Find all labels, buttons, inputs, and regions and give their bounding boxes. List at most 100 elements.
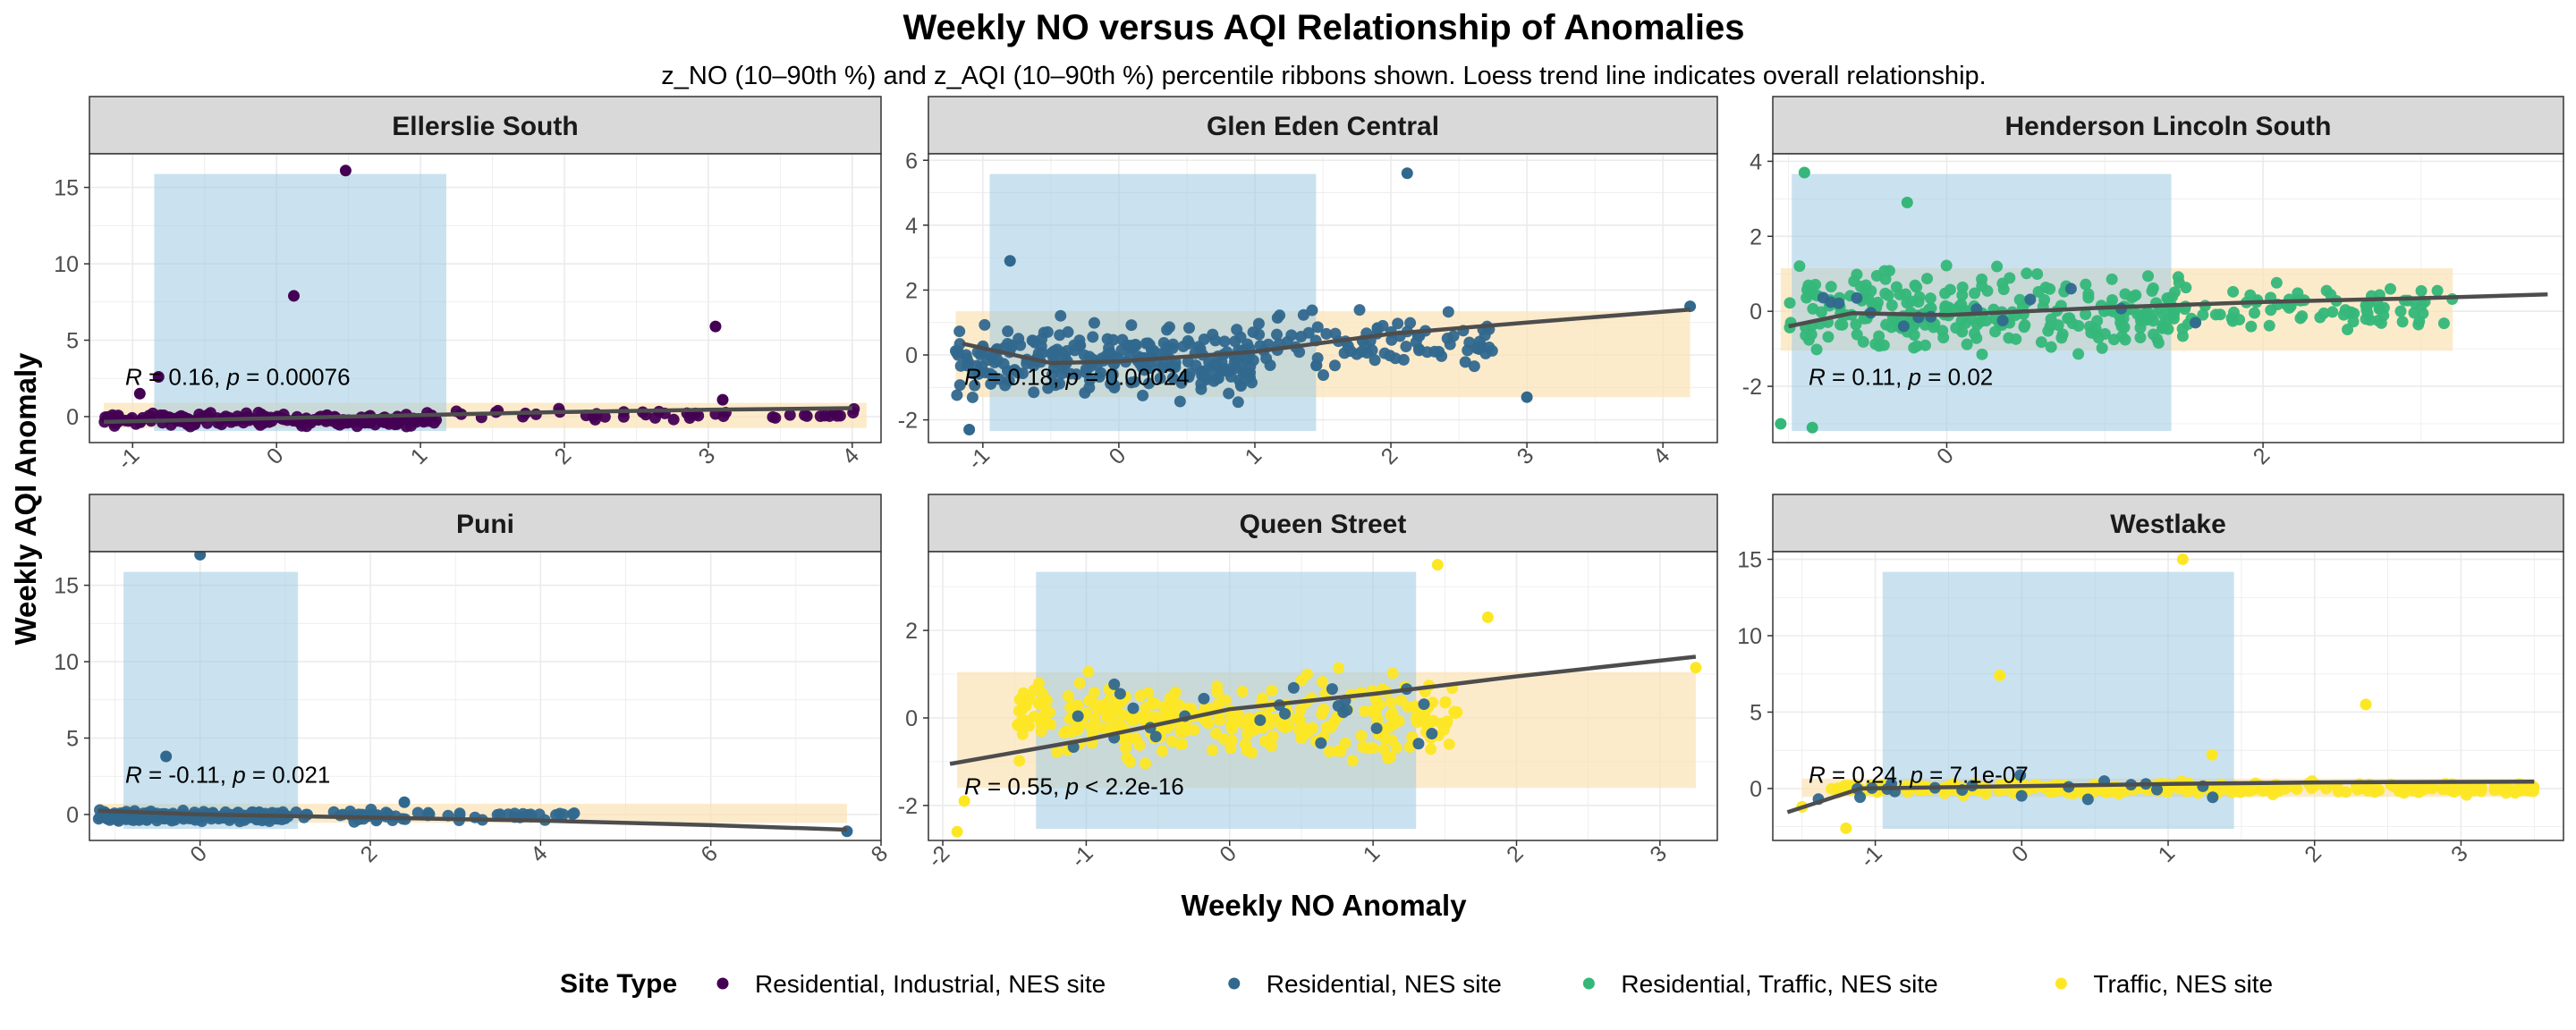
- y-axis-label: Weekly AQI Anomaly: [9, 352, 42, 646]
- loess-trend-line: [949, 654, 1697, 766]
- y-tick-label: 0: [66, 803, 79, 828]
- data-point: [252, 407, 265, 419]
- data-point: [1073, 677, 1086, 689]
- data-point: [1362, 742, 1375, 755]
- data-point: [966, 391, 979, 403]
- data-point: [1049, 379, 1062, 392]
- data-point: [1311, 321, 1324, 333]
- data-point: [1108, 678, 1121, 690]
- data-point: [1976, 280, 1988, 292]
- x-tick-label: 1: [1241, 443, 1267, 469]
- chart-subtitle: z_NO (10–90th %) and z_AQI (10–90th %) p…: [661, 62, 1986, 90]
- data-point: [1091, 703, 1104, 715]
- data-point: [1266, 684, 1278, 697]
- data-point: [2082, 291, 2095, 304]
- data-point: [1054, 329, 1066, 342]
- data-point: [1183, 337, 1196, 350]
- data-point: [1061, 345, 1073, 358]
- data-point: [2372, 315, 2385, 327]
- data-point: [1976, 348, 1988, 360]
- data-point: [1936, 325, 1949, 337]
- data-point: [2385, 283, 2397, 295]
- legend-key: [1582, 977, 1595, 990]
- data-point: [1183, 367, 1196, 380]
- data-point: [2320, 782, 2333, 795]
- data-point: [2294, 312, 2307, 325]
- data-point: [2176, 553, 2189, 566]
- correlation-annotation: R = 0.11, p = 0.02: [1809, 363, 1993, 390]
- data-point: [1415, 708, 1428, 721]
- data-point: [2520, 782, 2532, 795]
- data-point: [1316, 676, 1328, 688]
- data-point: [1104, 347, 1116, 359]
- data-point: [985, 377, 997, 390]
- data-point: [1195, 383, 1208, 395]
- data-point: [1851, 268, 1863, 281]
- data-point: [1901, 297, 1913, 309]
- data-point: [1206, 744, 1218, 756]
- data-point: [1851, 291, 1863, 304]
- x-axis-label: Weekly NO Anomaly: [1181, 889, 1467, 922]
- data-point: [2064, 283, 2077, 295]
- data-point: [1082, 665, 1095, 678]
- data-point: [1013, 755, 1026, 767]
- data-point: [1318, 703, 1330, 715]
- data-point: [2151, 333, 2164, 345]
- x-tick-label: 4: [1648, 443, 1675, 469]
- data-point: [1403, 741, 1416, 754]
- data-point: [1297, 730, 1309, 742]
- x-tick-label: 4: [837, 443, 864, 469]
- data-point: [716, 393, 729, 406]
- data-point: [1196, 369, 1208, 382]
- facet-strip-label: Glen Eden Central: [1207, 112, 1439, 141]
- data-point: [1062, 690, 1074, 703]
- correlation-annotation: R = 0.24, p = 7.1e-07: [1809, 761, 2029, 788]
- data-point: [953, 325, 966, 338]
- x-tick-label: -1: [1066, 840, 1098, 873]
- data-point: [1817, 291, 1829, 304]
- loess-trend-line: [962, 307, 1690, 366]
- facet-strip: [1772, 96, 2564, 155]
- data-point: [1328, 359, 1341, 372]
- data-point: [1970, 332, 1983, 344]
- data-point: [1326, 683, 1338, 696]
- data-point: [2339, 304, 2351, 317]
- data-point: [1442, 306, 1454, 318]
- data-point: [1166, 372, 1179, 384]
- data-point: [1351, 348, 1363, 360]
- data-point: [1402, 700, 1414, 713]
- facet-strip: [89, 96, 882, 155]
- x-tick-label: 2: [1377, 443, 1403, 469]
- data-point: [2413, 315, 2426, 327]
- data-point: [1240, 367, 1252, 379]
- data-point: [2142, 270, 2155, 283]
- y-tick-label: -2: [898, 409, 918, 434]
- data-point: [1996, 315, 2009, 327]
- data-point: [1833, 297, 1845, 309]
- data-point: [1857, 335, 1869, 348]
- data-point: [1128, 376, 1140, 388]
- data-point: [1198, 692, 1210, 705]
- data-point: [1013, 333, 1025, 345]
- data-point: [1119, 741, 1131, 754]
- data-point: [1208, 365, 1220, 377]
- data-point: [1004, 255, 1016, 267]
- data-point: [1427, 714, 1439, 727]
- data-point: [1028, 386, 1040, 399]
- data-point: [1443, 738, 1455, 750]
- data-point: [1212, 698, 1224, 711]
- y-tick-label: -2: [898, 794, 918, 819]
- x-tick-label: 6: [696, 840, 723, 867]
- data-point: [2431, 284, 2444, 297]
- facet-panel: Westlake R = 0.24, p = 7.1e-07 0 5 10 15 -1 0 1 2…: [1737, 494, 2564, 873]
- data-point: [1368, 354, 1381, 367]
- data-point: [1083, 381, 1096, 393]
- data-point: [2044, 283, 2056, 295]
- data-point: [1871, 296, 1884, 308]
- data-point: [224, 814, 236, 826]
- data-point: [2265, 304, 2277, 317]
- data-point: [1798, 166, 1810, 179]
- data-point: [1236, 686, 1249, 698]
- data-point: [1940, 259, 1953, 272]
